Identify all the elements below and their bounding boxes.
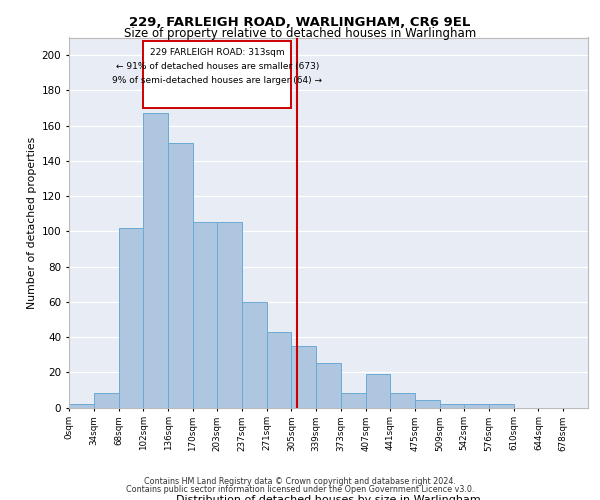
Bar (143, 114, 168, 408)
Text: 229, FARLEIGH ROAD, WARLINGHAM, CR6 9EL: 229, FARLEIGH ROAD, WARLINGHAM, CR6 9EL (130, 16, 470, 29)
Bar (119, 228, 143, 408)
Bar (415, 400, 440, 407)
Bar (292, 346, 316, 408)
Bar (168, 143, 193, 407)
Text: Contains HM Land Registry data © Crown copyright and database right 2024.: Contains HM Land Registry data © Crown c… (144, 477, 456, 486)
Bar (217, 222, 242, 408)
Bar (489, 404, 514, 407)
Text: 9% of semi-detached houses are larger (64) →: 9% of semi-detached houses are larger (6… (112, 76, 322, 86)
Bar (440, 404, 464, 407)
Bar (316, 364, 341, 408)
Text: Contains public sector information licensed under the Open Government Licence v3: Contains public sector information licen… (126, 484, 474, 494)
Bar (193, 222, 217, 408)
Text: ← 91% of detached houses are smaller (673): ← 91% of detached houses are smaller (67… (116, 62, 319, 71)
Text: Size of property relative to detached houses in Warlingham: Size of property relative to detached ho… (124, 28, 476, 40)
Bar (391, 394, 415, 407)
Bar (94, 394, 119, 407)
Bar (266, 332, 292, 407)
Bar (69, 404, 94, 407)
X-axis label: Distribution of detached houses by size in Warlingham: Distribution of detached houses by size … (176, 495, 481, 500)
Bar (341, 394, 365, 407)
Text: 229 FARLEIGH ROAD: 313sqm: 229 FARLEIGH ROAD: 313sqm (150, 48, 284, 57)
Bar (365, 374, 391, 408)
Bar (464, 404, 489, 407)
Y-axis label: Number of detached properties: Number of detached properties (28, 136, 37, 308)
Bar (242, 302, 266, 408)
FancyBboxPatch shape (143, 41, 292, 108)
